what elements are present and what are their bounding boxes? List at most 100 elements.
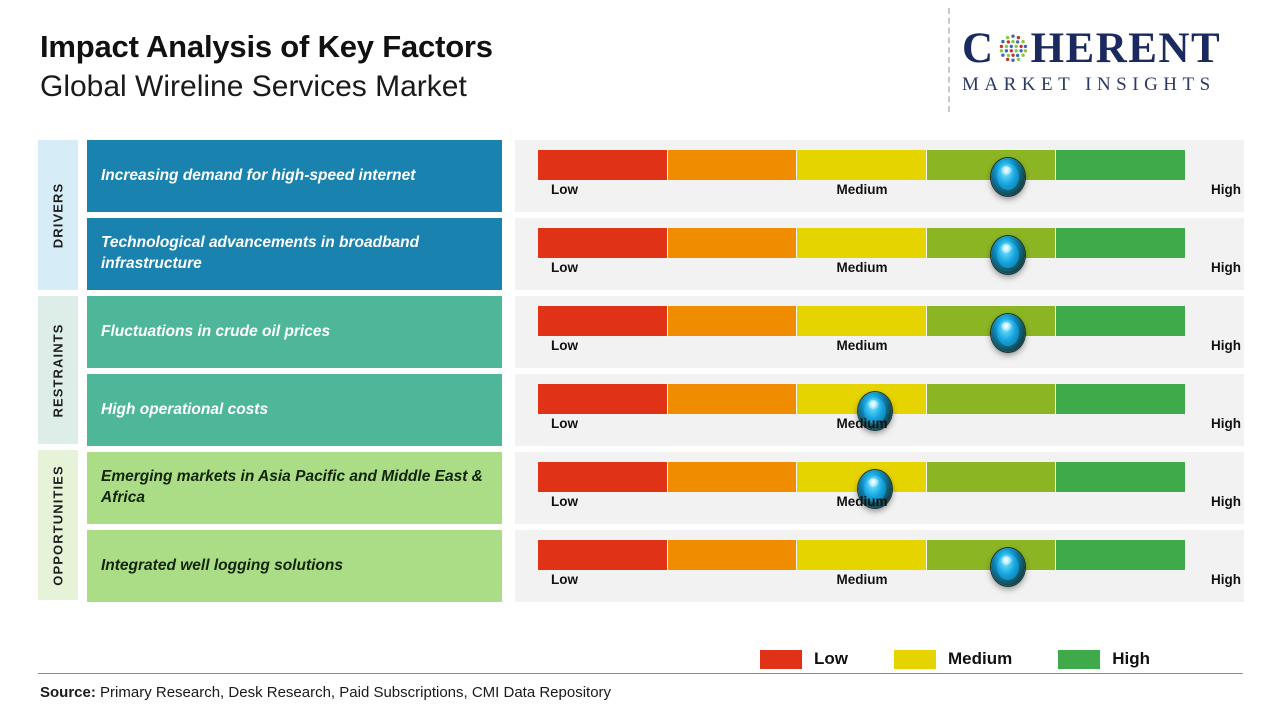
impact-indicator-knob <box>990 548 1025 586</box>
gauge-segment-5 <box>1056 540 1186 570</box>
impact-indicator-knob <box>990 158 1025 196</box>
logo-wordmark: C <box>962 24 1262 72</box>
impact-indicator-knob <box>990 236 1025 274</box>
impact-matrix: DRIVERS RESTRAINTS OPPORTUNITIES Increas… <box>0 140 1280 610</box>
scale-label-medium: Medium <box>836 494 888 509</box>
scale-label-medium: Medium <box>836 338 888 353</box>
gauge-segment-3 <box>797 150 927 180</box>
scale-label-high: High <box>1211 260 1241 275</box>
scale-label-medium: Medium <box>836 182 888 197</box>
gauge-segment-3 <box>797 540 927 570</box>
legend-swatch-medium <box>894 649 936 669</box>
gauge-scale-labels: Low Medium High <box>538 572 1241 594</box>
scale-label-low: Low <box>551 260 578 275</box>
logo-letters-herent: HERENT <box>1030 24 1222 72</box>
gauge-segment-5 <box>1056 150 1186 180</box>
gauge-segment-4 <box>926 384 1057 414</box>
footer-divider <box>38 673 1243 674</box>
gauge-segment-3 <box>797 228 927 258</box>
gauge-segment-2 <box>667 462 798 492</box>
gauge-segment-2 <box>667 540 798 570</box>
impact-indicator-knob <box>990 314 1025 352</box>
gauge-row: Low Medium High <box>515 218 1244 290</box>
scale-label-medium: Medium <box>836 260 888 275</box>
gauge-scale-labels: Low Medium High <box>538 338 1241 360</box>
factor-label: Emerging markets in Asia Pacific and Mid… <box>101 468 483 506</box>
factor-label: Increasing demand for high-speed interne… <box>101 166 416 184</box>
source-label: Source: <box>40 684 96 701</box>
category-rail-restraints: RESTRAINTS <box>38 296 78 444</box>
scale-label-high: High <box>1211 338 1241 353</box>
factor-box: Fluctuations in crude oil prices <box>87 296 502 368</box>
company-logo: C <box>962 24 1262 104</box>
legend-label-medium: Medium <box>948 649 1013 668</box>
impact-gauge-bar <box>538 306 1186 352</box>
gauge-segment-1 <box>538 228 668 258</box>
gauge-segment-2 <box>667 306 798 336</box>
impact-gauge-bar <box>538 228 1186 274</box>
gauge-row: Low Medium High <box>515 452 1244 524</box>
impact-gauge-bar <box>538 384 1186 430</box>
scale-label-low: Low <box>551 182 578 197</box>
impact-indicator-knob <box>857 392 892 430</box>
dotted-globe-icon <box>999 34 1027 62</box>
gauge-row: Low Medium High <box>515 530 1244 602</box>
factor-box: Emerging markets in Asia Pacific and Mid… <box>87 452 502 524</box>
legend-item-medium: Medium <box>894 649 1012 669</box>
logo-tagline: MARKET INSIGHTS <box>962 74 1216 95</box>
scale-label-medium: Medium <box>836 572 888 587</box>
source-text: Primary Research, Desk Research, Paid Su… <box>95 684 612 701</box>
gauge-segment-5 <box>1056 462 1186 492</box>
gauge-segment-4 <box>926 462 1057 492</box>
page-subtitle: Global Wireline Services Market <box>40 69 467 103</box>
gauge-segment-1 <box>538 150 668 180</box>
scale-label-low: Low <box>551 416 578 431</box>
scale-label-low: Low <box>551 338 578 353</box>
header-divider <box>948 8 950 112</box>
gauge-segment-2 <box>667 228 798 258</box>
gauge-scale-labels: Low Medium High <box>538 260 1241 282</box>
scale-label-high: High <box>1211 182 1241 197</box>
category-rail-drivers: DRIVERS <box>38 140 78 290</box>
gauge-segment-1 <box>538 540 668 570</box>
impact-indicator-knob <box>857 470 892 508</box>
factor-box: Increasing demand for high-speed interne… <box>87 140 502 212</box>
factor-label: High operational costs <box>101 400 269 418</box>
gauge-segment-5 <box>1056 306 1186 336</box>
factor-box: Integrated well logging solutions <box>87 530 502 602</box>
gauge-segment-1 <box>538 306 668 336</box>
factor-box: Technological advancements in broadband … <box>87 218 502 290</box>
impact-gauge-bar <box>538 150 1186 196</box>
legend-item-high: High <box>1058 649 1150 669</box>
legend-swatch-low <box>760 649 802 669</box>
gauge-segment-3 <box>797 306 927 336</box>
scale-label-high: High <box>1211 572 1241 587</box>
gauge-scale-labels: Low Medium High <box>538 416 1241 438</box>
scale-label-low: Low <box>551 494 578 509</box>
gauge-segment-1 <box>538 384 668 414</box>
gauge-row: Low Medium High <box>515 374 1244 446</box>
legend-item-low: Low <box>760 649 848 669</box>
page-title: Impact Analysis of Key Factors <box>40 29 493 64</box>
gauge-scale-labels: Low Medium High <box>538 182 1241 204</box>
impact-gauge-bar <box>538 462 1186 508</box>
scale-label-medium: Medium <box>836 416 888 431</box>
title-block: Impact Analysis of Key Factors Global Wi… <box>40 29 493 105</box>
factor-label: Integrated well logging solutions <box>101 556 343 574</box>
gauge-segment-1 <box>538 462 668 492</box>
legend-label-high: High <box>1112 649 1151 668</box>
scale-label-low: Low <box>551 572 578 587</box>
gauge-row: Low Medium High <box>515 296 1244 368</box>
logo-letter-c: C <box>962 24 995 72</box>
legend-swatch-high <box>1058 649 1101 669</box>
category-label-opportunities: OPPORTUNITIES <box>50 464 66 586</box>
category-label-restraints: RESTRAINTS <box>50 322 66 418</box>
factor-label: Fluctuations in crude oil prices <box>101 322 331 340</box>
legend-label-low: Low <box>814 649 848 668</box>
gauge-segment-2 <box>667 384 798 414</box>
scale-label-high: High <box>1211 494 1241 509</box>
impact-gauge-bar <box>538 540 1186 586</box>
legend: Low Medium High <box>760 644 1210 674</box>
gauge-segment-5 <box>1056 228 1186 258</box>
factor-box: High operational costs <box>87 374 502 446</box>
